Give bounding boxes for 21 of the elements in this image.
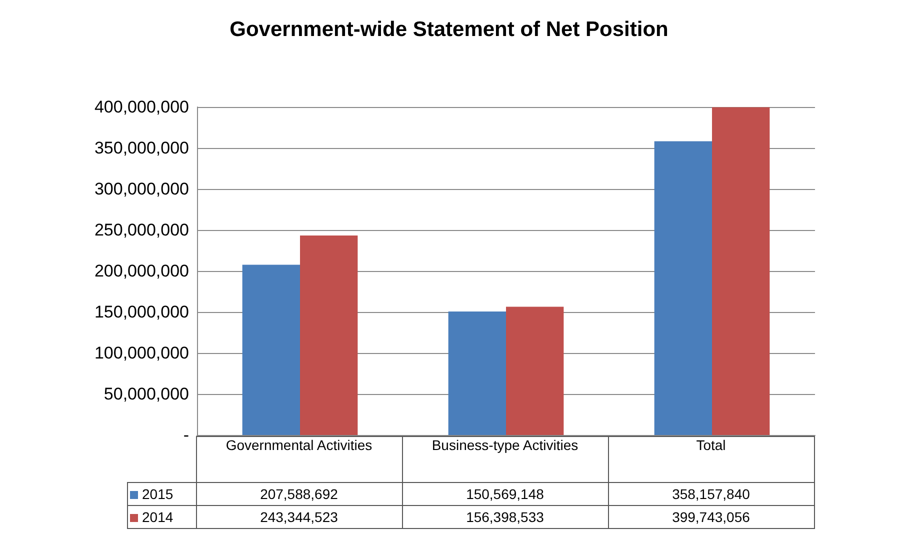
legend-label: 2015 — [128, 482, 196, 506]
data-label: 156,398,533 — [402, 506, 608, 528]
x-tick-label: Business-type Activities — [402, 436, 608, 482]
data-label: 399,743,056 — [608, 506, 814, 528]
legend-label: 2014 — [128, 506, 196, 528]
data-label: 207,588,692 — [196, 482, 402, 506]
y-tick-label: 400,000,000 — [94, 98, 189, 116]
data-label: 358,157,840 — [608, 482, 814, 506]
data-label: 150,569,148 — [402, 482, 608, 506]
y-tick-label: 100,000,000 — [94, 344, 189, 362]
x-tick-label: Governmental Activities — [196, 436, 402, 482]
y-tick-label: 200,000,000 — [94, 262, 189, 280]
y-tick-label: 350,000,000 — [94, 138, 189, 158]
y-tick-label: - — [183, 426, 189, 444]
x-tick-label: Total — [608, 436, 814, 482]
y-tick-label: 300,000,000 — [94, 180, 189, 198]
y-tick-label: 50,000,000 — [104, 384, 189, 404]
y-tick-label: 250,000,000 — [94, 220, 189, 240]
y-tick-label: 150,000,000 — [94, 302, 189, 322]
data-label: 243,344,523 — [196, 506, 402, 528]
chart-title: Government-wide Statement of Net Position — [230, 18, 668, 41]
